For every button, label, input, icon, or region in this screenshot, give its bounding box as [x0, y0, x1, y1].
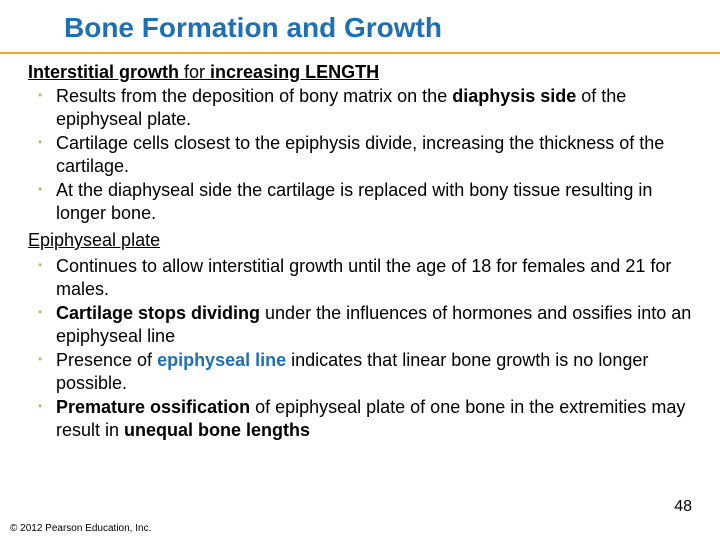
bullet-icon: • [38, 258, 42, 273]
bullet-icon: • [38, 399, 42, 414]
page-number: 48 [674, 498, 692, 516]
text-run: Continues to allow interstitial growth u… [56, 256, 671, 299]
text-run: At the diaphyseal side the cartilage is … [56, 180, 652, 223]
section1-heading-mid: for [179, 62, 210, 82]
text-bold: epiphyseal line [157, 350, 286, 370]
list-item: • Continues to allow interstitial growth … [38, 255, 692, 300]
text-run: Results from the deposition of bony matr… [56, 86, 452, 106]
title-underline [0, 52, 720, 54]
section1-heading-part2: increasing LENGTH [210, 62, 379, 82]
bullet-icon: • [38, 305, 42, 320]
section1-heading-part1: Interstitial growth [28, 62, 179, 82]
copyright-text: © 2012 Pearson Education, Inc. [10, 523, 151, 534]
text-bold: unequal bone lengths [124, 420, 310, 440]
text-bold: Cartilage stops dividing [56, 303, 260, 323]
slide-title: Bone Formation and Growth [64, 12, 692, 44]
list-item: • Cartilage cells closest to the epiphysi… [38, 132, 692, 177]
text-bold: diaphysis side [452, 86, 576, 106]
section1-list: • Results from the deposition of bony mat… [38, 85, 692, 224]
bullet-icon: • [38, 182, 42, 197]
section2-list: • Continues to allow interstitial growth … [38, 255, 692, 441]
list-item: •Cartilage stops dividing under the infl… [38, 302, 692, 347]
list-item: •Premature ossification of epiphyseal pl… [38, 396, 692, 441]
text-run: Cartilage cells closest to the epiphysis… [56, 133, 664, 176]
list-item: • Results from the deposition of bony mat… [38, 85, 692, 130]
bullet-icon: • [38, 88, 42, 103]
text-run: Presence of [56, 350, 157, 370]
bullet-icon: • [38, 135, 42, 150]
bullet-icon: • [38, 352, 42, 367]
section1-heading: Interstitial growth for increasing LENGT… [28, 62, 692, 83]
text-bold: Premature ossification [56, 397, 250, 417]
list-item: • At the diaphyseal side the cartilage is… [38, 179, 692, 224]
section2-heading: Epiphyseal plate [28, 230, 692, 251]
list-item: •Presence of epiphyseal line indicates t… [38, 349, 692, 394]
